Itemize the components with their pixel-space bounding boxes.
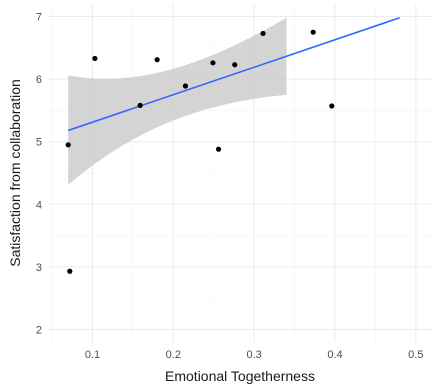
x-tick-label: 0.2 bbox=[166, 349, 181, 361]
data-point bbox=[232, 62, 238, 68]
data-point bbox=[310, 29, 316, 35]
y-tick-label: 5 bbox=[36, 137, 42, 149]
data-point bbox=[67, 268, 73, 274]
data-point bbox=[210, 60, 216, 66]
y-tick-label: 6 bbox=[36, 74, 42, 86]
x-tick-label: 0.4 bbox=[327, 349, 342, 361]
trend-line bbox=[67, 17, 400, 132]
y-tick-label: 2 bbox=[36, 324, 42, 336]
data-point bbox=[182, 83, 189, 89]
x-tick-label: 0.5 bbox=[408, 349, 423, 361]
confidence-band bbox=[68, 17, 287, 185]
y-axis-title: Satisfaction from collaboration bbox=[7, 79, 23, 267]
x-tick-label: 0.3 bbox=[246, 349, 261, 361]
data-point bbox=[137, 102, 143, 108]
data-point bbox=[65, 142, 71, 148]
data-point bbox=[260, 30, 266, 37]
data-point bbox=[92, 55, 98, 62]
x-tick-labels: 0.1 0.2 0.3 0.4 0.5 bbox=[85, 349, 424, 361]
y-tick-label: 7 bbox=[36, 12, 42, 24]
y-tick-labels: 2 3 4 5 6 7 bbox=[36, 12, 42, 337]
x-tick-label: 0.1 bbox=[85, 349, 100, 361]
y-tick-label: 3 bbox=[36, 262, 42, 274]
data-points bbox=[65, 29, 335, 274]
y-tick-label: 4 bbox=[36, 199, 42, 211]
x-axis-title: Emotional Togetherness bbox=[165, 368, 315, 384]
data-point bbox=[215, 146, 222, 152]
data-point bbox=[329, 103, 335, 109]
grid-lines bbox=[48, 4, 432, 342]
data-point bbox=[154, 57, 160, 63]
